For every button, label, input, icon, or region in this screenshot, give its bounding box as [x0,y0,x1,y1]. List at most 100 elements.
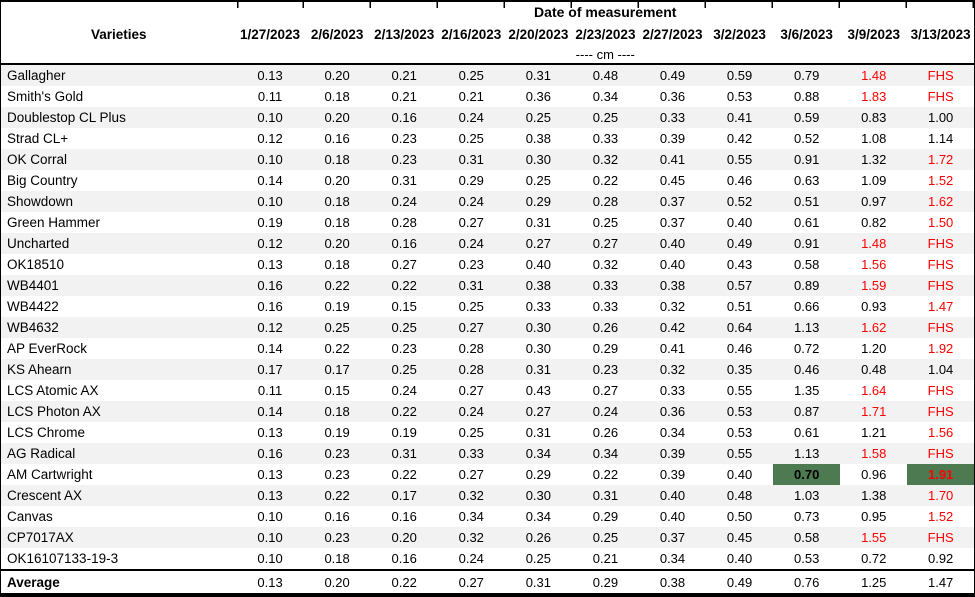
dates-header-row: Varieties 1/27/2023 2/6/2023 2/13/2023 2/16… [1,22,975,46]
measurement-cell: 0.16 [391,110,417,125]
average-cell: 0.76 [794,574,820,590]
measurement-cell: 0.41 [659,341,686,356]
measurement-cell: 0.23 [458,257,484,272]
measurement-cell: 0.34 [458,509,484,524]
measurement-cell: 0.12 [257,320,283,335]
measurement-cell: 0.30 [525,320,551,335]
measurement-cell: 0.33 [659,110,686,125]
measurement-cell: 0.25 [592,110,619,125]
measurement-cell: 0.32 [458,488,484,503]
measurement-cell: 0.70 [773,464,841,485]
measurement-cell: 0.16 [391,551,417,566]
measurement-cell: 0.31 [458,152,484,167]
measurement-cell: 0.22 [324,488,350,503]
date-header: 2/16/2023 [441,26,502,42]
measurement-cell: 0.11 [257,383,283,398]
measurement-cell: 1.13 [794,446,820,461]
measurement-cell: 0.41 [659,152,686,167]
measurement-cell: 0.40 [659,236,686,251]
measurement-cell: 0.33 [592,299,619,314]
measurement-cell: 0.19 [391,425,417,440]
measurement-cell: 0.23 [324,530,350,545]
measurement-cell: 0.97 [861,194,887,209]
measurement-cell: 0.57 [726,278,753,293]
measurement-cell: 0.17 [257,362,283,377]
measurement-cell: 0.20 [324,173,350,188]
measurement-cell: 0.20 [324,110,350,125]
measurement-cell: 0.45 [726,530,753,545]
measurement-cell: 0.89 [794,278,820,293]
measurement-cell: 1.04 [927,362,954,377]
measurement-cell: 0.27 [458,383,484,398]
measurement-cell: 1.58 [861,446,887,461]
date-header: 3/13/2023 [910,26,971,42]
measurement-cell: 0.24 [391,383,417,398]
variety-name: AM Cartwright [7,467,93,482]
measurement-cell: 0.29 [458,173,484,188]
measurement-cell: FHS [927,320,954,335]
measurement-cell: 0.27 [458,467,484,482]
measurement-cell: 0.63 [794,173,820,188]
measurement-cell: 0.17 [324,362,350,377]
measurement-cell: 0.19 [324,299,350,314]
measurement-cell: 0.26 [592,425,619,440]
measurement-cell: 0.45 [659,173,686,188]
measurement-cell: 0.17 [391,488,417,503]
measurement-cell: 0.52 [794,131,820,146]
measurement-cell: 0.16 [257,446,283,461]
measurement-cell: 0.27 [458,215,484,230]
measurement-cell: 0.24 [458,110,484,125]
table-row: OK18510 0.13 0.18 0.27 0.23 0.40 0.32 0.40 0.43 0… [1,254,975,275]
measurement-cell: 1.48 [861,68,887,83]
variety-name: OK18510 [7,257,65,272]
measurement-cell: 0.13 [257,488,283,503]
measurement-cell: 0.21 [391,68,417,83]
measurement-cell: 0.55 [726,446,753,461]
average-cell: 0.49 [726,574,753,590]
variety-name: Uncharted [7,236,70,251]
unit-row: ---- cm ---- [1,46,975,64]
measurement-cell: 0.22 [391,404,417,419]
variety-name: Canvas [7,509,53,524]
measurement-cell: 1.14 [927,131,954,146]
measurement-cell: 1.20 [861,341,887,356]
measurement-cell: 1.83 [861,89,887,104]
measurement-cell: 1.92 [927,341,954,356]
measurement-cell: 0.25 [592,530,619,545]
measurement-cell: 0.95 [861,509,887,524]
average-cell: 0.29 [592,574,619,590]
measurement-cell: 0.46 [794,362,820,377]
measurement-cell: 0.22 [592,467,619,482]
measurement-cell: 0.32 [592,152,619,167]
measurement-cell: 0.24 [458,551,484,566]
measurement-cell: 0.48 [726,488,753,503]
measurement-cell: 1.08 [861,131,887,146]
measurement-cell: 0.20 [391,530,417,545]
date-header: 2/23/2023 [575,26,636,42]
measurement-cell: 0.59 [726,68,753,83]
corner-cell [1,1,237,22]
measurement-cell: 0.59 [794,110,820,125]
measurement-cell: 0.24 [458,404,484,419]
measurement-cell: 0.40 [659,257,686,272]
measurement-cell: 0.34 [592,446,619,461]
measurement-cell: 0.87 [794,404,820,419]
measurement-cell: 0.32 [592,257,619,272]
measurement-cell: 1.56 [927,425,954,440]
table-body: Gallagher 0.13 0.20 0.21 0.25 0.31 0.48 0.49 0.5… [0,64,975,570]
measurement-cell: 0.55 [726,152,753,167]
measurement-cell: 0.12 [257,131,283,146]
measurement-cell: 0.51 [726,299,753,314]
measurement-cell: 0.21 [458,89,484,104]
average-cell: 0.27 [458,574,484,590]
measurement-cell: 0.18 [324,257,350,272]
measurement-cell: 0.24 [458,194,484,209]
variety-name: Gallagher [7,68,66,83]
title-row: Date of measurement [1,1,975,22]
measurement-cell: 0.33 [592,278,619,293]
measurement-cell: 0.16 [324,509,350,524]
measurement-cell: 0.10 [257,152,283,167]
date-header: 3/6/2023 [780,26,833,42]
measurement-cell: 1.70 [927,488,954,503]
variety-name: OK Corral [7,152,68,167]
